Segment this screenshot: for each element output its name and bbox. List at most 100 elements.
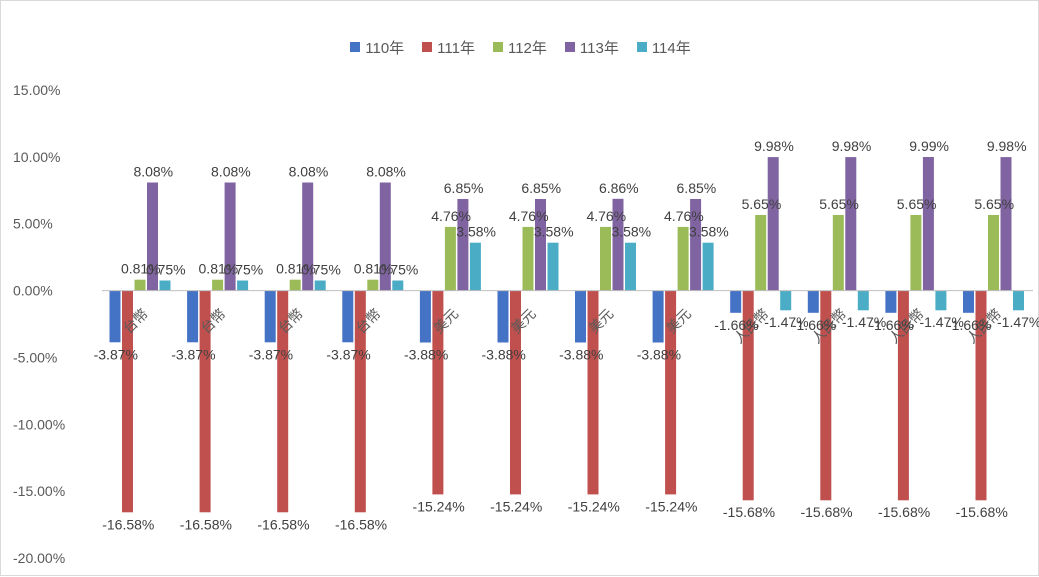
data-label: -3.88% [559, 346, 603, 362]
legend-item-4: 114年 [636, 37, 691, 58]
bar-4-10 [935, 290, 947, 311]
data-label: 0.81% [121, 261, 161, 277]
data-label: 6.85% [521, 180, 561, 196]
data-label: -1.47% [842, 314, 886, 330]
y-tick-label: -20.00% [13, 550, 65, 566]
data-label: -15.68% [956, 504, 1008, 520]
bar-3-6 [612, 198, 624, 291]
legend-item-0: 110年 [350, 37, 404, 58]
bar-0-5 [497, 290, 509, 343]
data-label: 8.08% [366, 164, 406, 180]
y-tick-label: 15.00% [13, 82, 60, 98]
y-tick-label: 10.00% [13, 149, 60, 165]
data-label: 8.08% [133, 164, 173, 180]
data-label: -15.24% [490, 498, 542, 514]
data-label: -15.24% [645, 498, 697, 514]
data-label: 0.75% [146, 262, 186, 278]
data-label: 6.85% [677, 180, 717, 196]
data-label: 3.58% [456, 224, 496, 240]
data-label: -15.24% [413, 498, 465, 514]
data-label: -16.58% [180, 516, 232, 532]
data-label: -1.66% [947, 317, 991, 333]
data-label: 5.65% [897, 196, 937, 212]
bar-1-2 [277, 290, 289, 513]
data-label: -1.66% [792, 317, 836, 333]
data-label: 8.08% [211, 164, 251, 180]
bar-2-10 [910, 215, 922, 291]
data-label: 9.98% [832, 138, 872, 154]
data-label: 9.98% [987, 138, 1027, 154]
data-label: 0.81% [199, 261, 239, 277]
bar-3-9 [845, 157, 857, 291]
data-label: -1.47% [997, 314, 1039, 330]
legend-item-2: 112年 [492, 37, 547, 58]
bar-0-10 [885, 290, 897, 313]
bar-3-11 [1000, 157, 1012, 291]
data-label: 0.75% [224, 262, 264, 278]
data-label: -16.58% [102, 516, 154, 532]
bar-0-3 [342, 290, 354, 343]
y-tick-label: 5.00% [13, 216, 53, 232]
legend-swatch [422, 42, 433, 52]
bar-4-11 [1013, 290, 1024, 311]
bar-1-10 [897, 290, 909, 501]
bar-2-11 [988, 215, 999, 291]
data-label: 3.58% [689, 224, 729, 240]
bar-4-6 [625, 242, 636, 291]
bar-2-1 [212, 279, 224, 291]
y-tick-label: -15.00% [13, 483, 65, 499]
bar-2-8 [755, 215, 767, 291]
bar-3-8 [767, 157, 779, 291]
legend-label: 110年 [365, 39, 405, 57]
bar-1-8 [742, 290, 754, 501]
data-label: -15.24% [568, 498, 620, 514]
data-label: -3.87% [249, 346, 293, 362]
data-label: 0.75% [301, 262, 341, 278]
data-label: 6.86% [599, 180, 639, 196]
bar-2-0 [134, 279, 146, 291]
bar-2-7 [677, 226, 689, 291]
bar-3-2 [302, 182, 314, 291]
data-label: -16.58% [257, 516, 309, 532]
bar-0-7 [652, 290, 664, 343]
bar-1-3 [354, 290, 366, 513]
legend-swatch [350, 42, 361, 52]
bar-4-0 [159, 280, 171, 291]
legend-label: 112年 [507, 39, 547, 57]
bar-0-4 [419, 290, 431, 343]
legend-label: 113年 [579, 39, 619, 57]
legend-swatch [636, 42, 647, 52]
bar-4-1 [237, 280, 249, 291]
data-label: -15.68% [723, 504, 775, 520]
bar-4-7 [702, 242, 714, 291]
bar-1-6 [587, 290, 599, 495]
bar-3-10 [922, 157, 934, 291]
legend-swatch [492, 42, 503, 52]
bar-1-0 [122, 290, 133, 513]
data-label: -3.87% [326, 346, 370, 362]
bar-4-5 [547, 242, 559, 291]
bar-1-1 [199, 290, 211, 513]
data-label: 8.08% [289, 164, 329, 180]
legend-swatch [564, 42, 575, 52]
bar-3-0 [147, 182, 158, 291]
bar-2-2 [289, 279, 301, 291]
data-label: -3.88% [637, 346, 681, 362]
legend: 110年 111年 112年 113年 114年 [1, 35, 1039, 59]
bar-0-6 [575, 290, 586, 343]
data-label: -3.88% [482, 346, 526, 362]
legend-item-3: 113年 [564, 37, 619, 58]
bar-4-2 [314, 280, 326, 291]
data-label: 0.81% [354, 261, 394, 277]
data-label: 3.58% [611, 224, 651, 240]
bar-2-3 [367, 279, 379, 291]
bar-1-5 [510, 290, 521, 495]
y-tick-label: -5.00% [13, 349, 57, 365]
data-label: 4.76% [431, 208, 471, 224]
bar-2-9 [832, 215, 844, 291]
data-label: 5.65% [974, 196, 1014, 212]
bar-4-8 [780, 290, 792, 311]
bar-3-1 [224, 182, 236, 291]
bar-1-4 [432, 290, 444, 495]
